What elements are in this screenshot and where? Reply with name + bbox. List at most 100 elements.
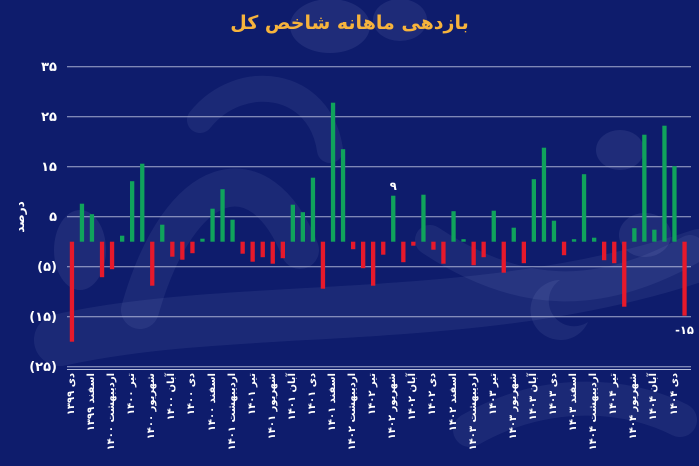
bar <box>521 241 526 264</box>
bar <box>330 102 336 242</box>
bar <box>300 212 305 242</box>
x-tick-label: اردیبهشت ۱۴۰۴ <box>588 373 600 451</box>
x-tick-label: آبان ۱۴۰۰ <box>166 373 178 421</box>
bar <box>501 241 506 273</box>
x-tick-label: آبان ۱۴۰۲ <box>407 373 419 421</box>
bar <box>120 235 125 242</box>
bar <box>642 134 647 242</box>
bar <box>592 237 597 242</box>
bar <box>431 241 436 250</box>
y-tick-label: ۵ <box>49 210 57 225</box>
bar <box>481 241 486 258</box>
bar <box>411 241 416 246</box>
y-tick-label: (۱۵) <box>29 310 57 325</box>
bar <box>210 208 215 242</box>
bar <box>381 241 386 255</box>
bar <box>160 224 165 242</box>
x-tick-label: دی ۱۳۹۹ <box>65 373 77 416</box>
x-tick-label: اسفند ۱۳۹۹ <box>86 373 97 432</box>
bar <box>280 241 285 259</box>
x-tick-label: تیر ۱۴۰۲ <box>367 373 379 415</box>
bar <box>401 241 406 263</box>
bar <box>351 241 356 250</box>
x-tick-label: دی ۱۴۰۰ <box>186 373 198 416</box>
y-tick-label: (۵) <box>37 260 57 275</box>
x-tick-label: اسفند ۱۴۰۱ <box>327 373 338 432</box>
x-tick-label: اردیبهشت ۱۴۰۳ <box>467 373 479 451</box>
bar <box>561 241 567 256</box>
bar <box>260 241 265 258</box>
x-tick-label: اردیبهشت ۱۴۰۱ <box>226 373 238 451</box>
bar <box>421 194 426 242</box>
x-tick-label: شهریور ۱۴۰۲ <box>387 373 399 440</box>
bar <box>79 203 85 242</box>
x-tick-label: شهریور ۱۴۰۴ <box>628 373 640 440</box>
x-tick-label: تیر ۱۴۰۱ <box>246 373 258 415</box>
bar <box>250 241 255 262</box>
bar <box>662 125 667 242</box>
bar <box>340 149 346 242</box>
y-tick-label: ۱۵ <box>41 160 57 175</box>
x-tick-label: شهریور ۱۴۰۰ <box>146 373 158 440</box>
bar <box>290 204 295 242</box>
bar <box>200 238 205 242</box>
bar <box>612 241 617 264</box>
x-tick-label: آبان ۱۴۰۳ <box>527 373 539 421</box>
bar <box>371 241 376 286</box>
x-tick-label: اسفند ۱۴۰۰ <box>206 373 218 432</box>
bar <box>89 214 95 242</box>
bar <box>602 241 607 261</box>
x-tick-label: اردیبهشت ۱۴۰۰ <box>106 373 118 451</box>
bar <box>461 239 466 242</box>
bar <box>441 241 446 264</box>
bar-value-annotation: -۱۵ <box>675 322 694 337</box>
bar <box>581 174 587 242</box>
x-tick-label: اسفند ۱۴۰۳ <box>568 373 579 432</box>
x-tick-label: شهریور ۱۴۰۱ <box>266 373 278 440</box>
bar <box>150 241 155 286</box>
bar <box>391 195 396 242</box>
bar <box>451 211 456 242</box>
chart-title: بازدهی ماهانه شاخص کل <box>230 12 469 34</box>
bar <box>672 166 677 242</box>
bar <box>310 177 316 242</box>
x-tick-label: آبان ۱۴۰۱ <box>286 373 298 421</box>
x-tick-label: تیر ۱۴۰۳ <box>487 373 499 415</box>
y-axis-label: درصد <box>13 201 27 233</box>
x-tick-label: اردیبهشت ۱۴۰۲ <box>347 373 359 451</box>
bar <box>491 210 496 242</box>
bar <box>622 241 627 307</box>
bar <box>130 181 135 242</box>
bar <box>541 147 547 242</box>
bar <box>99 241 105 278</box>
x-tick-label: تیر ۱۴۰۴ <box>608 373 620 415</box>
bar <box>69 241 75 342</box>
bar <box>632 228 637 242</box>
y-tick-label: (۲۵) <box>29 360 57 375</box>
bar <box>652 229 657 242</box>
bar <box>230 219 235 242</box>
y-tick-label: ۳۵ <box>41 60 57 75</box>
bar <box>471 241 476 266</box>
bar <box>511 227 516 242</box>
bar <box>180 241 185 260</box>
bar <box>140 163 145 242</box>
x-tick-label: دی ۱۴۰۳ <box>548 373 559 416</box>
bar <box>170 241 175 257</box>
x-tick-label: دی ۱۴۰۲ <box>427 373 439 416</box>
bar <box>320 241 326 289</box>
bar <box>682 241 687 316</box>
bar <box>220 189 225 242</box>
x-tick-label: اسفند ۱۴۰۲ <box>447 373 459 432</box>
bar <box>361 241 366 269</box>
x-tick-label: دی ۱۴۰۴ <box>668 373 680 416</box>
x-tick-label: دی ۱۴۰۱ <box>306 373 318 416</box>
bar <box>551 220 557 242</box>
y-tick-label: ۲۵ <box>41 110 57 125</box>
bar <box>109 241 115 270</box>
x-tick-label: شهریور ۱۴۰۳ <box>507 373 519 440</box>
x-tick-label: تیر ۱۴۰۰ <box>126 373 138 415</box>
x-tick-label: آبان ۱۴۰۴ <box>648 373 660 421</box>
